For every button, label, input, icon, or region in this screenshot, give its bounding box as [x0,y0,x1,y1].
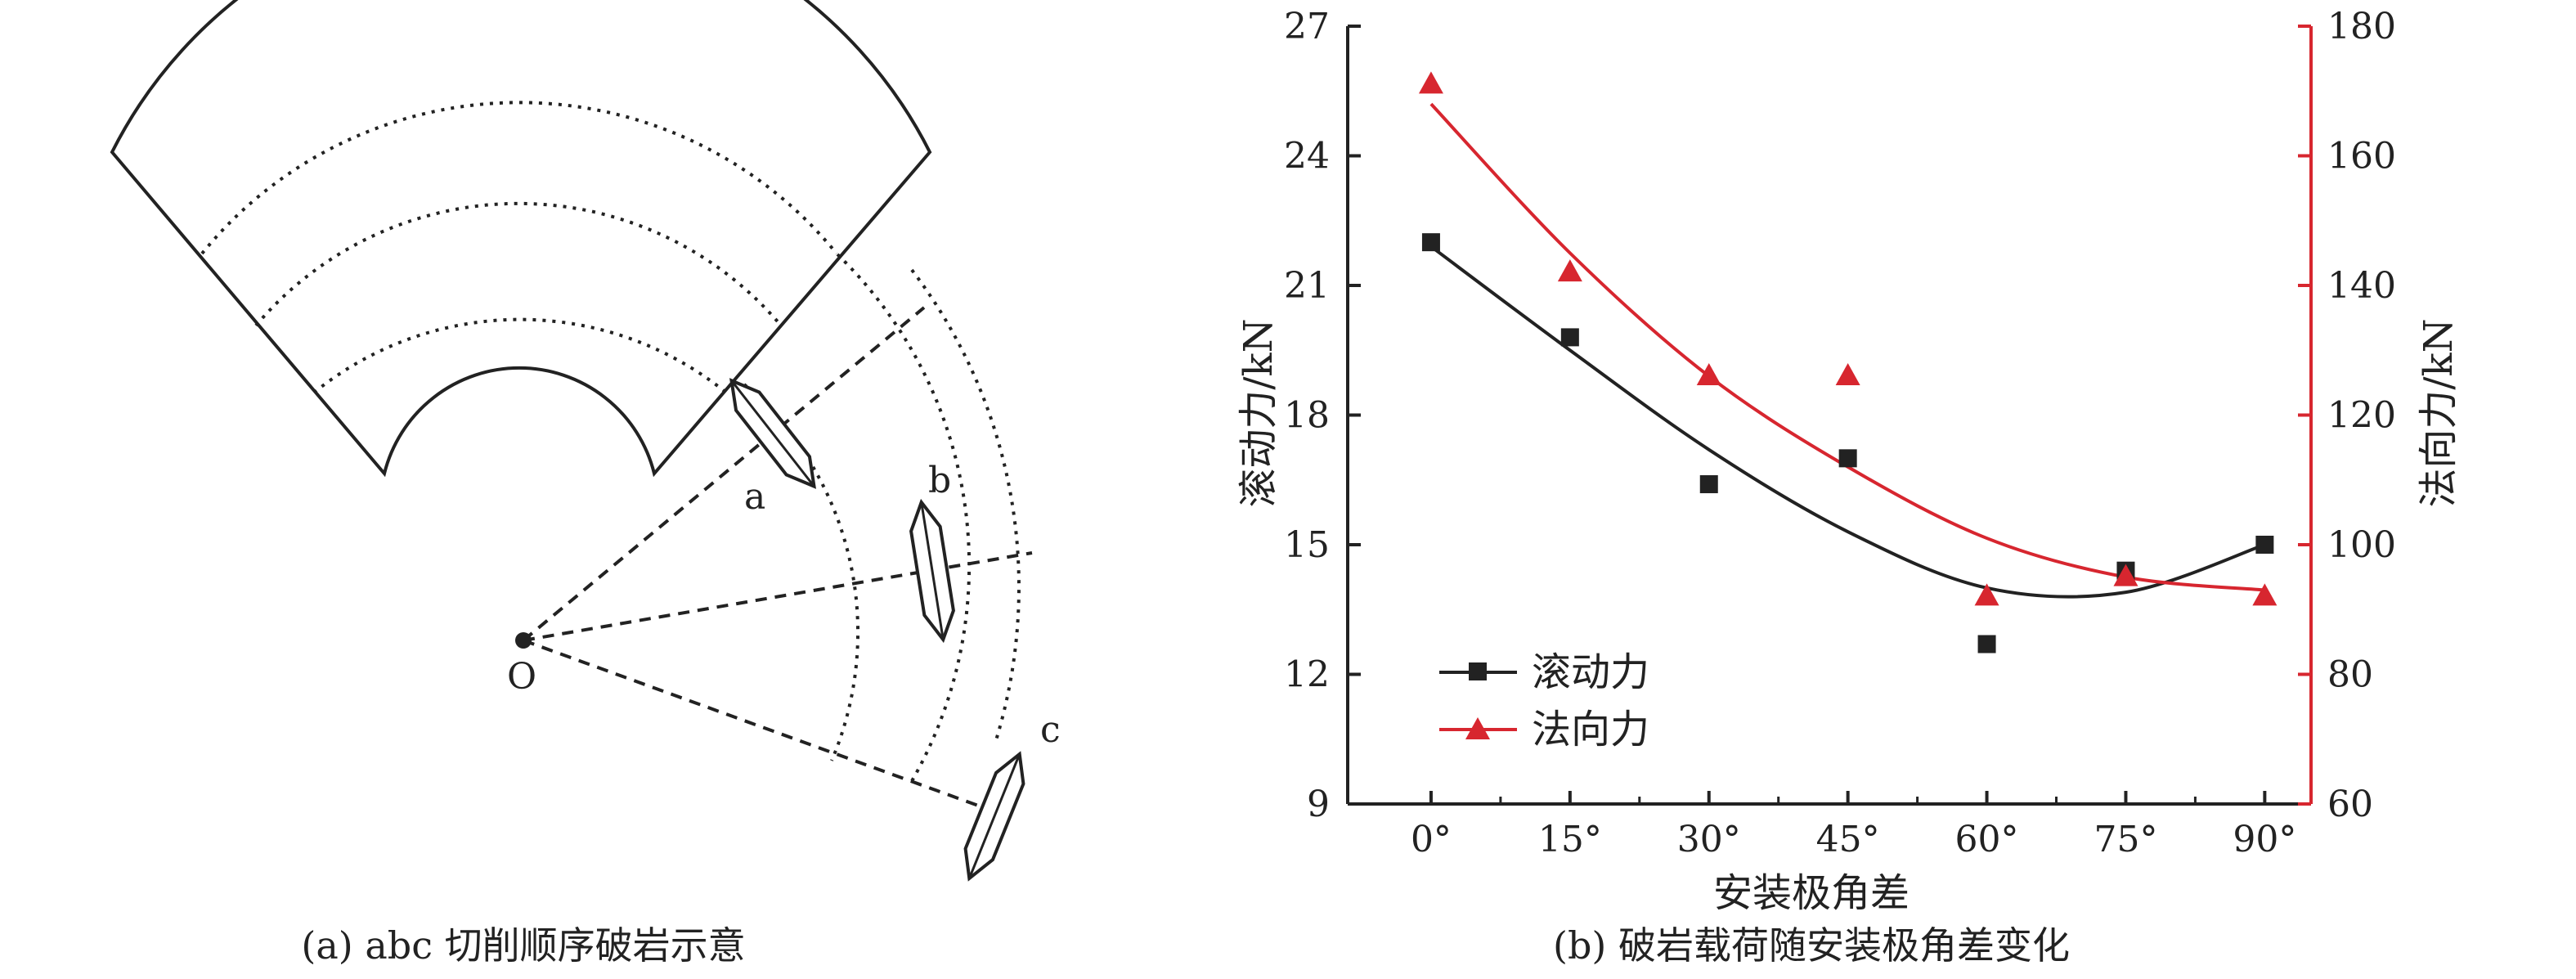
x-tick-label: 30° [1677,819,1741,860]
data-points [1418,71,2278,653]
legend-label-normal-force: 法向力 [1532,707,1649,752]
cutter-c [963,751,1025,882]
cutting-track-arc-2 [836,253,972,782]
cutter-b [909,498,955,644]
x-tick-label: 75° [2094,819,2157,860]
rolling-force-point [1977,635,1996,653]
cutting-sequence-diagram: O a b c (a) abc 切削顺序破岩示意 [110,0,1061,968]
normal-force-point [2252,583,2278,606]
normal-force-point [1696,362,1721,385]
cutter-label-a: a [744,476,765,518]
right-tick-label: 100 [2327,524,2396,566]
sector-outline [110,0,932,478]
right-tick-label: 140 [2327,265,2396,307]
plot-frame [1346,26,2313,806]
normal-force-fit-curve [1429,102,2265,592]
y-axis-label-right: 法向力/kN [2416,318,2462,507]
right-tick-label: 60 [2327,784,2373,825]
rolling-force-point [1838,449,1857,468]
chart-caption: (b) 破岩载荷随安装极角差变化 [1553,923,2070,968]
load-chart: 9 12 15 18 21 24 27 60 80 100 120 140 160 180 0° 15° 30°… [1236,6,2462,968]
cutting-track-arc-3 [910,268,1021,741]
x-tick-label: 45° [1816,819,1880,860]
axis-ticks: 9 12 15 18 21 24 27 60 80 100 120 140 160 180 0° 15° 30°… [1284,6,2396,860]
fit-curves [1429,102,2266,599]
rolling-force-point [1699,475,1718,494]
left-tick-label: 27 [1284,6,1330,47]
x-tick-label: 15° [1538,819,1602,860]
legend: 滚动力 法向力 [1439,649,1649,752]
left-tick-label: 24 [1284,136,1330,177]
cutter-a [729,378,816,489]
left-tick-label: 15 [1284,524,1330,566]
left-tick-label: 12 [1284,654,1330,696]
normal-force-point [2113,564,2138,586]
radial-line-c [523,639,990,811]
x-tick-label: 90° [2233,819,2296,860]
x-tick-label: 0° [1411,819,1452,860]
y-axis-label-left: 滚动力/kN [1236,318,1281,507]
x-tick-label: 60° [1955,819,2019,860]
x-axis-label: 安装极角差 [1713,870,1910,916]
radial-line-b [523,551,1033,642]
radial-line-a [522,306,926,642]
dotted-arc-outer [200,101,838,255]
left-tick-label: 9 [1307,784,1330,825]
normal-force-point [1974,583,1999,606]
origin-label: O [507,656,536,698]
rolling-force-fit-curve [1429,245,2266,599]
diagram-caption: (a) abc 切削顺序破岩示意 [301,923,745,968]
rolling-force-point [2255,536,2274,554]
right-tick-label: 80 [2327,654,2373,696]
rolling-force-point [1421,233,1440,252]
legend-entry-rolling-force: 滚动力 [1439,649,1649,695]
normal-force-point [1418,71,1443,94]
dotted-arc-middle [254,201,783,327]
cutter-label-b: b [928,460,951,501]
normal-force-point [1557,259,1582,282]
dotted-arc-inner [312,317,728,394]
left-tick-label: 18 [1284,395,1330,437]
left-tick-label: 21 [1284,265,1330,307]
right-tick-label: 120 [2327,395,2396,437]
origin-point [515,632,532,649]
legend-entry-normal-force: 法向力 [1439,707,1649,752]
rolling-force-point [1560,328,1579,347]
cutter-label-c: c [1040,709,1061,751]
normal-force-point [1835,362,1860,385]
right-tick-label: 180 [2327,6,2396,47]
legend-label-rolling-force: 滚动力 [1532,649,1649,695]
right-tick-label: 160 [2327,136,2396,177]
